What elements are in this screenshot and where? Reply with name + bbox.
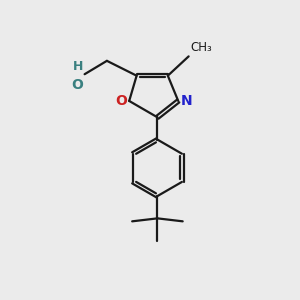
Text: O: O	[115, 94, 127, 108]
Text: O: O	[71, 78, 83, 92]
Text: CH₃: CH₃	[190, 41, 212, 54]
Text: N: N	[181, 94, 192, 108]
Text: H: H	[73, 60, 83, 73]
